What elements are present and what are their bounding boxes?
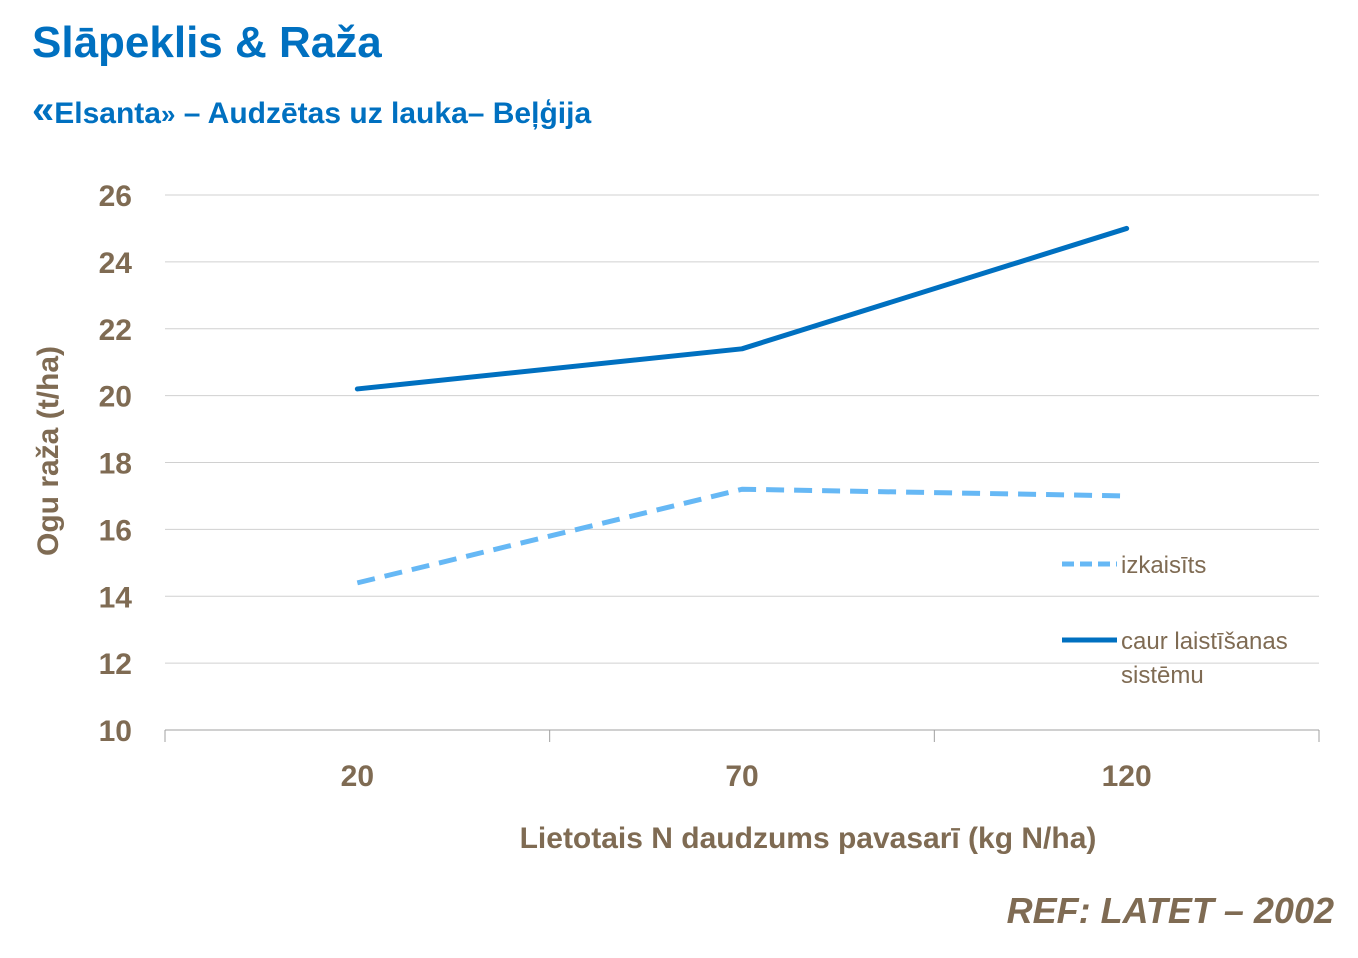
subtitle-close-quote: »: [160, 99, 176, 129]
y-axis-ticks: 10 12 14 16 18 20 22 24 26: [99, 180, 133, 748]
subtitle-rest: – Audzētas uz lauka– Beļģija: [175, 97, 592, 130]
y-tick-label: 12: [99, 648, 132, 681]
y-tick-label: 26: [99, 180, 132, 213]
x-tick-label: 70: [725, 760, 758, 793]
reference-note: REF: LATET – 2002: [1006, 890, 1334, 931]
legend-label: izkaisīts: [1121, 552, 1206, 579]
y-tick-label: 22: [99, 314, 132, 347]
y-tick-label: 18: [99, 448, 132, 481]
y-tick-label: 24: [99, 247, 133, 280]
y-axis-label: Ogu raža (t/ha): [32, 346, 65, 556]
y-tick-label: 16: [99, 514, 132, 547]
subtitle-open-quote: «: [32, 88, 55, 132]
y-tick-label: 10: [99, 715, 132, 748]
page-title: Slāpeklis & Raža: [32, 18, 382, 67]
series-line-broadcast: [356, 486, 1127, 586]
y-tick-label: 14: [99, 581, 133, 614]
x-tick-label: 120: [1102, 760, 1152, 793]
y-tick-label: 20: [99, 381, 132, 414]
page-subtitle: «Elsanta» – Audzētas uz lauka– Beļģija: [32, 88, 591, 133]
series-lines: [354, 225, 1130, 586]
subtitle-variety: Elsanta: [54, 97, 161, 130]
legend-label-line: sistēmu: [1121, 662, 1204, 689]
x-tick-label: 20: [341, 760, 374, 793]
x-axis-label: Lietotais N daudzums pavasarī (kg N/ha): [520, 822, 1097, 855]
legend-label: caur laistīšanas sistēmu: [1121, 628, 1288, 689]
series-line-fertigation: [354, 225, 1130, 392]
x-axis: 20 70 120: [164, 730, 1320, 793]
legend: izkaisīts caur laistīšanas sistēmu: [1062, 552, 1288, 689]
gridlines: [165, 194, 1319, 731]
legend-label-line: caur laistīšanas: [1121, 628, 1288, 655]
